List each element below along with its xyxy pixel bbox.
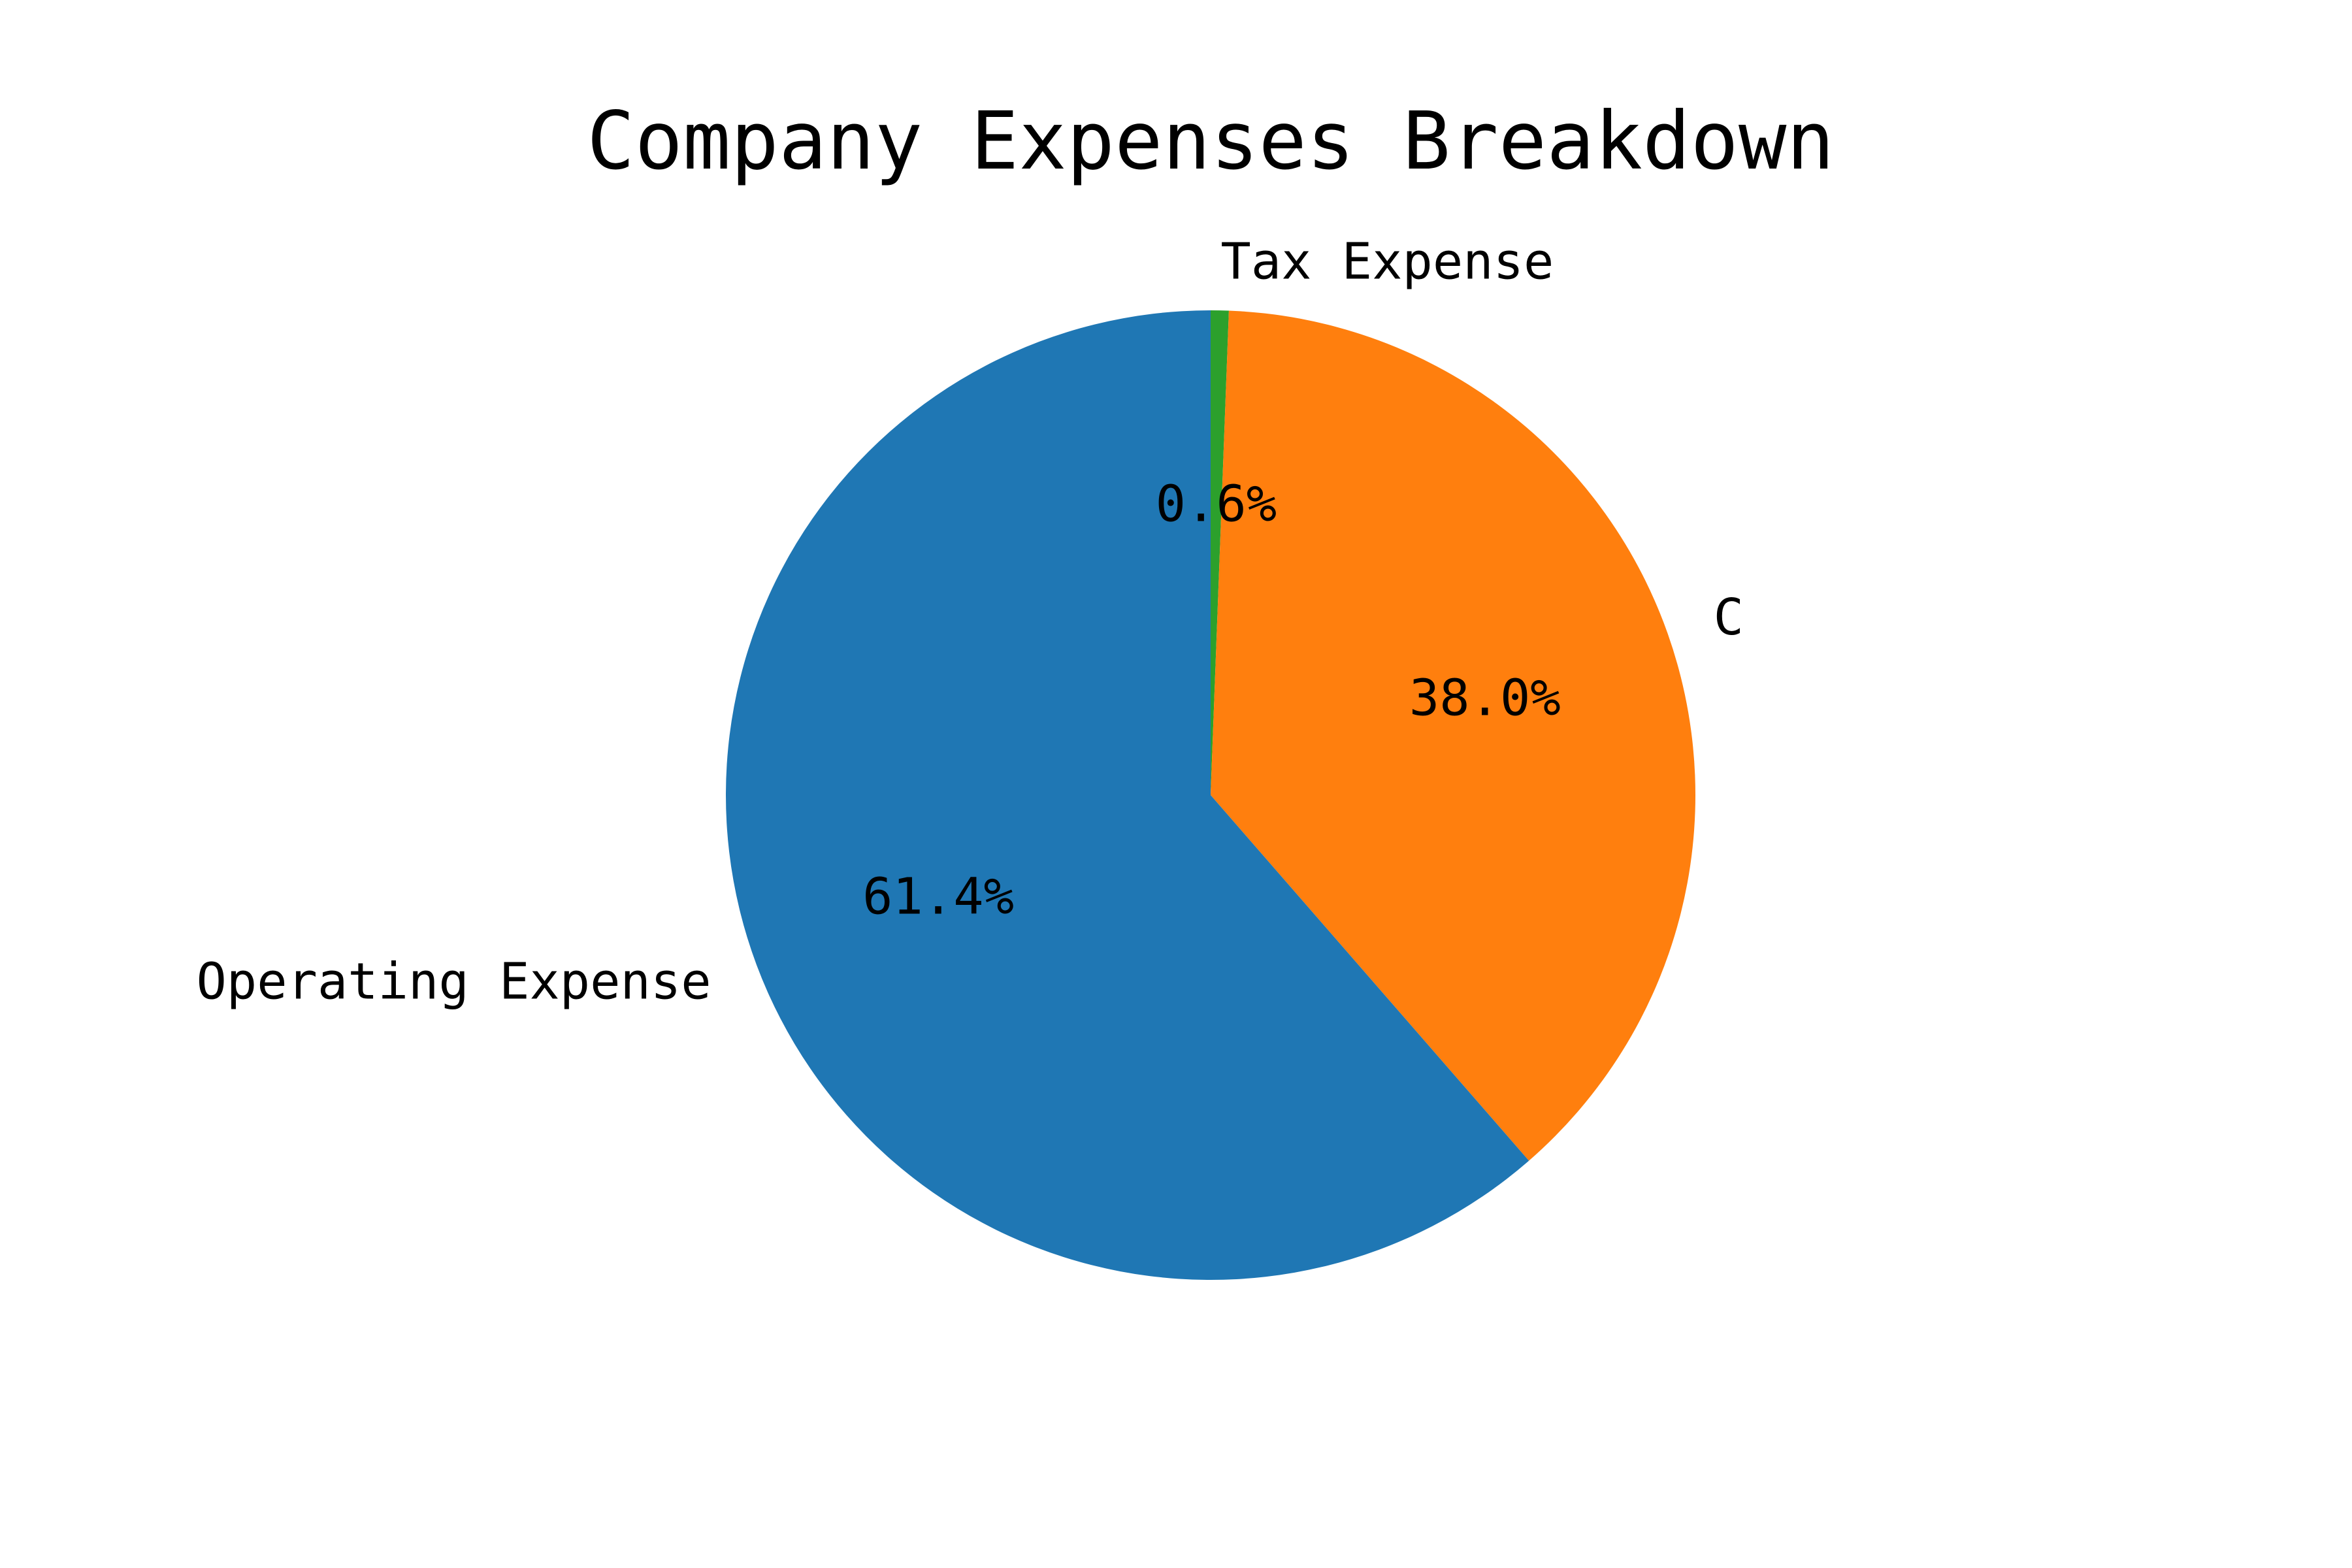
pie-labels: Tax Expense 0.6% C 38.0% Operating Expense 61… (196, 233, 1744, 1011)
slice-percent-operating-expense: 61.4% (862, 868, 1014, 926)
pie-slice-operating-expense (725, 310, 1529, 1281)
slice-percent-c: 38.0% (1409, 669, 1561, 727)
slice-label-operating-expense: Operating Expense (196, 953, 711, 1011)
slice-label-tax-expense: Tax Expense (1220, 233, 1554, 291)
slice-percent-tax-expense: 0.6% (1156, 475, 1277, 533)
pie-slice-c (1211, 310, 1695, 1161)
pie-slices (725, 310, 1695, 1281)
chart-title: Company Expenses Breakdown (587, 95, 1835, 188)
pie-slice-tax-expense (1211, 310, 1229, 795)
slice-label-c: C (1714, 589, 1744, 647)
